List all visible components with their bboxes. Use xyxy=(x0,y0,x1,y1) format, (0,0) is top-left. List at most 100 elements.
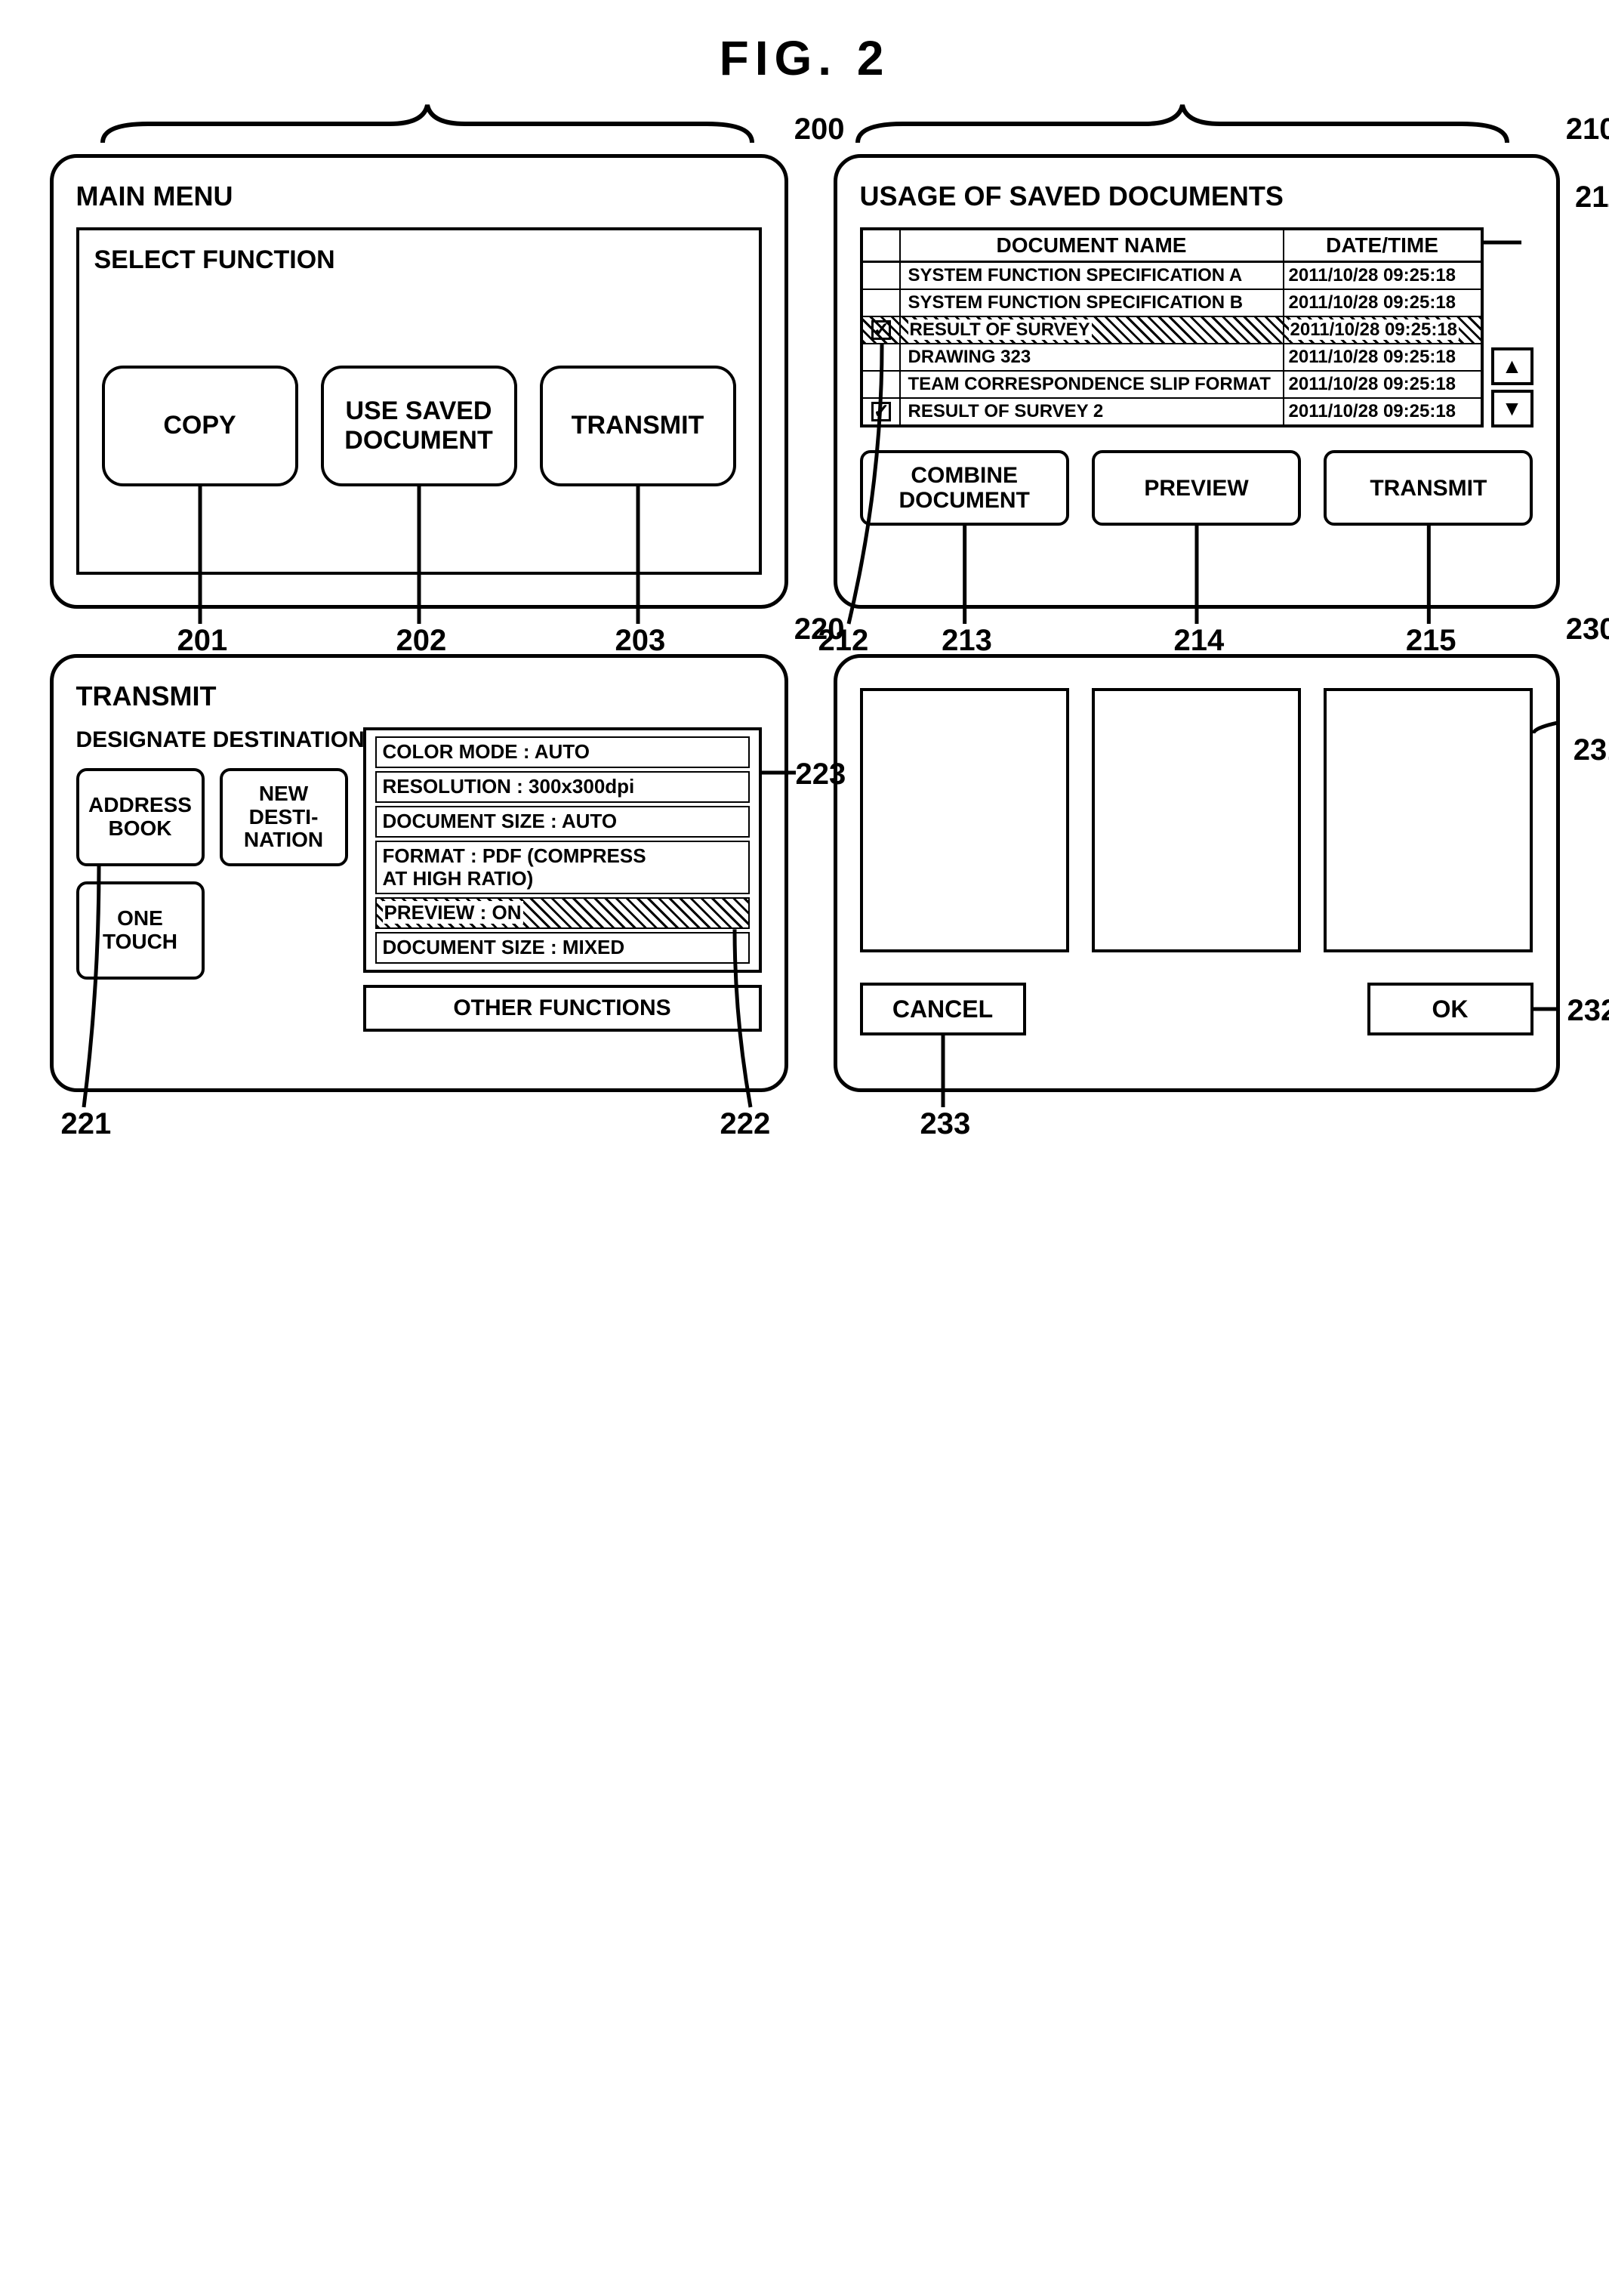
scroll-up-button[interactable]: ▲ xyxy=(1491,347,1533,385)
main-menu-buttons: COPY USE SAVED DOCUMENT TRANSMIT xyxy=(94,366,744,486)
brace-right xyxy=(843,101,1522,147)
document-list: DOCUMENT NAME DATE/TIME SYSTEM FUNCTION … xyxy=(860,227,1484,427)
brace-left xyxy=(88,101,767,147)
scroll-column: ▲ ▼ xyxy=(1491,227,1533,427)
cell-name: RESULT OF SURVEY 2 xyxy=(901,399,1284,424)
cell-check[interactable] xyxy=(863,317,901,343)
ref-214: 214 xyxy=(1173,624,1224,658)
usage-title: USAGE OF SAVED DOCUMENTS xyxy=(860,181,1533,212)
col-date-header: DATE/TIME xyxy=(1284,230,1481,261)
cell-check[interactable] xyxy=(863,372,901,397)
panel-grid: MAIN MENU SELECT FUNCTION COPY USE SAVED… xyxy=(50,154,1560,1092)
main-menu-title: MAIN MENU xyxy=(76,181,762,212)
setting-row[interactable]: DOCUMENT SIZE : AUTO xyxy=(375,806,750,838)
cell-check[interactable] xyxy=(863,290,901,316)
checkbox-icon[interactable] xyxy=(871,320,891,340)
combine-document-button[interactable]: COMBINE DOCUMENT xyxy=(860,450,1069,526)
setting-row[interactable]: DOCUMENT SIZE : MIXED xyxy=(375,932,750,964)
transmit-label: TRANSMIT xyxy=(572,411,704,440)
panel-confirm: CANCEL OK 230 231 xyxy=(834,654,1560,1092)
preview-page-2 xyxy=(1092,688,1301,952)
ref-215: 215 xyxy=(1406,624,1456,658)
ref-211: 211 xyxy=(1575,181,1609,214)
ref-230: 230 xyxy=(1566,613,1609,647)
ok-button[interactable]: OK xyxy=(1367,983,1533,1035)
cell-name: DRAWING 323 xyxy=(901,344,1284,370)
preview-page-1 xyxy=(860,688,1069,952)
cancel-button[interactable]: CANCEL xyxy=(860,983,1026,1035)
dest-empty xyxy=(220,881,348,980)
select-function-label: SELECT FUNCTION xyxy=(94,245,744,275)
scroll-down-button[interactable]: ▼ xyxy=(1491,390,1533,427)
checkbox-icon[interactable] xyxy=(871,402,891,421)
cell-check[interactable] xyxy=(863,263,901,289)
transmit-left: DESIGNATE DESTINATION ADDRESS BOOK NEW D… xyxy=(76,727,348,1032)
copy-button[interactable]: COPY xyxy=(102,366,298,486)
cell-check[interactable] xyxy=(863,344,901,370)
use-saved-doc-button[interactable]: USE SAVED DOCUMENT xyxy=(321,366,517,486)
ref-212: 212 xyxy=(818,624,869,658)
setting-row[interactable]: PREVIEW : ON xyxy=(375,897,750,929)
preview-label: PREVIEW xyxy=(1144,476,1248,501)
figure-title: FIG. 2 xyxy=(50,30,1560,86)
setting-row[interactable]: COLOR MODE : AUTO xyxy=(375,736,750,768)
transmit-title: TRANSMIT xyxy=(76,680,762,712)
copy-label: COPY xyxy=(163,411,236,440)
panel-main-menu: MAIN MENU SELECT FUNCTION COPY USE SAVED… xyxy=(50,154,788,609)
cell-date: 2011/10/28 09:25:18 xyxy=(1284,344,1481,370)
table-row[interactable]: SYSTEM FUNCTION SPECIFICATION B2011/10/2… xyxy=(863,290,1481,317)
table-row[interactable]: RESULT OF SURVEY2011/10/28 09:25:18 xyxy=(863,317,1481,344)
designate-destination-label: DESIGNATE DESTINATION xyxy=(76,727,348,753)
new-destination-label: NEW DESTI- NATION xyxy=(244,782,323,852)
transmit-doc-button[interactable]: TRANSMIT xyxy=(1324,450,1533,526)
address-book-button[interactable]: ADDRESS BOOK xyxy=(76,768,205,866)
setting-row[interactable]: FORMAT : PDF (COMPRESSAT HIGH RATIO) xyxy=(375,841,750,895)
doc-header: DOCUMENT NAME DATE/TIME xyxy=(863,230,1481,263)
col-name-header: DOCUMENT NAME xyxy=(901,230,1284,261)
setting-row[interactable]: RESOLUTION : 300x300dpi xyxy=(375,771,750,803)
transmit-right: COLOR MODE : AUTORESOLUTION : 300x300dpi… xyxy=(363,727,762,1032)
other-functions-button[interactable]: OTHER FUNCTIONS xyxy=(363,985,762,1032)
ref-202: 202 xyxy=(396,624,447,658)
use-saved-doc-label: USE SAVED DOCUMENT xyxy=(344,397,492,455)
ref-223: 223 xyxy=(796,758,846,792)
preview-page-3 xyxy=(1324,688,1533,952)
table-row[interactable]: DRAWING 3232011/10/28 09:25:18 xyxy=(863,344,1481,372)
cell-name: SYSTEM FUNCTION SPECIFICATION A xyxy=(901,263,1284,289)
transmit-button[interactable]: TRANSMIT xyxy=(540,366,736,486)
cell-name: TEAM CORRESPONDENCE SLIP FORMAT xyxy=(901,372,1284,397)
panel-transmit: TRANSMIT DESIGNATE DESTINATION ADDRESS B… xyxy=(50,654,788,1092)
destination-grid: ADDRESS BOOK NEW DESTI- NATION ONE TOUCH xyxy=(76,768,348,980)
cell-date: 2011/10/28 09:25:18 xyxy=(1284,399,1481,424)
document-area: DOCUMENT NAME DATE/TIME SYSTEM FUNCTION … xyxy=(860,227,1533,427)
transmit-doc-label: TRANSMIT xyxy=(1370,476,1487,501)
table-row[interactable]: RESULT OF SURVEY 22011/10/28 09:25:18 xyxy=(863,399,1481,424)
doc-rows: SYSTEM FUNCTION SPECIFICATION A2011/10/2… xyxy=(863,263,1481,424)
cell-name: SYSTEM FUNCTION SPECIFICATION B xyxy=(901,290,1284,316)
table-row[interactable]: TEAM CORRESPONDENCE SLIP FORMAT2011/10/2… xyxy=(863,372,1481,399)
cell-date: 2011/10/28 09:25:18 xyxy=(1284,263,1481,289)
transmit-body: DESIGNATE DESTINATION ADDRESS BOOK NEW D… xyxy=(76,727,762,1032)
cell-date: 2011/10/28 09:25:18 xyxy=(1284,290,1481,316)
ref-231: 231 xyxy=(1574,733,1609,767)
ref-233: 233 xyxy=(920,1107,971,1141)
settings-box: COLOR MODE : AUTORESOLUTION : 300x300dpi… xyxy=(363,727,762,973)
new-destination-button[interactable]: NEW DESTI- NATION xyxy=(220,768,348,866)
ref-213: 213 xyxy=(942,624,992,658)
figure-2: FIG. 2 MAIN MENU SELECT FUNCTION COPY US… xyxy=(50,30,1560,1092)
ref-222: 222 xyxy=(720,1107,771,1141)
ref-201: 201 xyxy=(177,624,228,658)
cell-date: 2011/10/28 09:25:18 xyxy=(1284,317,1481,343)
ref-200: 200 xyxy=(794,113,845,147)
preview-button[interactable]: PREVIEW xyxy=(1092,450,1301,526)
table-row[interactable]: SYSTEM FUNCTION SPECIFICATION A2011/10/2… xyxy=(863,263,1481,290)
usage-buttons: COMBINE DOCUMENT PREVIEW TRANSMIT xyxy=(860,450,1533,526)
ref-232: 232 xyxy=(1567,994,1609,1028)
address-book-label: ADDRESS BOOK xyxy=(88,794,192,841)
cell-check[interactable] xyxy=(863,399,901,424)
one-touch-button[interactable]: ONE TOUCH xyxy=(76,881,205,980)
ref-210: 210 xyxy=(1566,113,1609,147)
panel-usage-saved-docs: USAGE OF SAVED DOCUMENTS DOCUMENT NAME D… xyxy=(834,154,1560,609)
one-touch-label: ONE TOUCH xyxy=(103,907,177,954)
ref-221: 221 xyxy=(61,1107,112,1141)
